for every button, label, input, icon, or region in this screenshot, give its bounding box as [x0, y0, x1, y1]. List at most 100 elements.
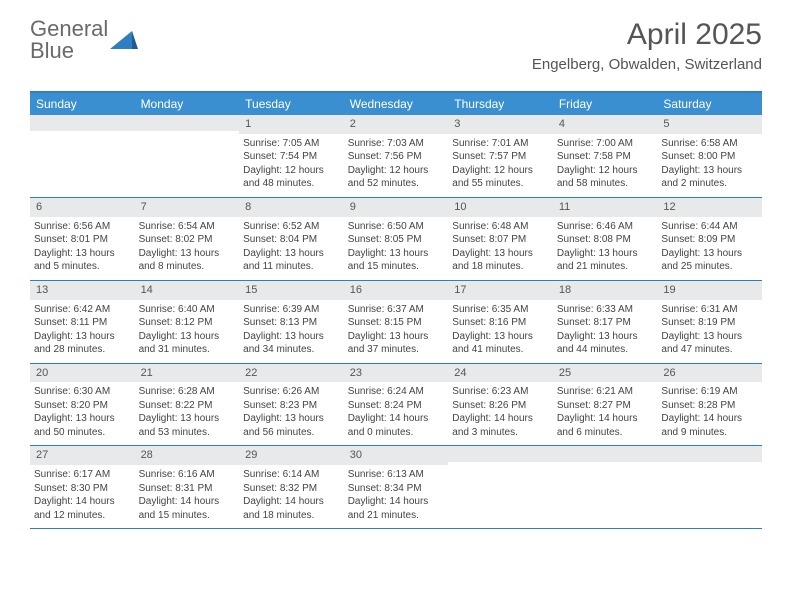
sunrise-text: Sunrise: 6:13 AM	[348, 468, 445, 482]
day-number: 3	[448, 115, 553, 134]
sunrise-text: Sunrise: 6:37 AM	[348, 303, 445, 317]
weekday-header: Thursday	[448, 93, 553, 115]
calendar-day-cell: 6Sunrise: 6:56 AMSunset: 8:01 PMDaylight…	[30, 198, 135, 280]
day-number: 15	[239, 281, 344, 300]
title-block: April 2025 Engelberg, Obwalden, Switzerl…	[532, 18, 762, 73]
sunset-text: Sunset: 8:15 PM	[348, 316, 445, 330]
day-number: 18	[553, 281, 658, 300]
daylight-text: Daylight: 13 hours and 44 minutes.	[557, 330, 654, 357]
sunset-text: Sunset: 8:22 PM	[139, 399, 236, 413]
location-label: Engelberg, Obwalden, Switzerland	[532, 56, 762, 73]
sunrise-text: Sunrise: 6:26 AM	[243, 385, 340, 399]
sunrise-text: Sunrise: 6:48 AM	[452, 220, 549, 234]
day-number: 28	[135, 446, 240, 465]
calendar-day-cell: 7Sunrise: 6:54 AMSunset: 8:02 PMDaylight…	[135, 198, 240, 280]
day-number: 23	[344, 364, 449, 383]
sunrise-text: Sunrise: 6:19 AM	[661, 385, 758, 399]
calendar-day-cell: 24Sunrise: 6:23 AMSunset: 8:26 PMDayligh…	[448, 364, 553, 446]
sunset-text: Sunset: 8:16 PM	[452, 316, 549, 330]
day-number: 19	[657, 281, 762, 300]
sunset-text: Sunset: 8:09 PM	[661, 233, 758, 247]
sunset-text: Sunset: 8:31 PM	[139, 482, 236, 496]
daylight-text: Daylight: 14 hours and 21 minutes.	[348, 495, 445, 522]
daylight-text: Daylight: 12 hours and 55 minutes.	[452, 164, 549, 191]
calendar-day-cell: 17Sunrise: 6:35 AMSunset: 8:16 PMDayligh…	[448, 281, 553, 363]
brand-triangle-icon	[110, 27, 138, 54]
page-title: April 2025	[532, 18, 762, 52]
sunset-text: Sunset: 8:17 PM	[557, 316, 654, 330]
calendar-day-cell: 19 Sunrise: 6:31 AMSunset: 8:19 PMDayligh…	[657, 281, 762, 363]
sunrise-text: Sunrise: 6:50 AM	[348, 220, 445, 234]
brand-logo: General Blue	[30, 18, 138, 62]
calendar-day-cell: 18 Sunrise: 6:33 AMSunset: 8:17 PMDayligh…	[553, 281, 658, 363]
daylight-text: Daylight: 13 hours and 11 minutes.	[243, 247, 340, 274]
day-number: 1	[239, 115, 344, 134]
sunrise-text: Sunrise: 6:54 AM	[139, 220, 236, 234]
calendar-day-cell: 28Sunrise: 6:16 AMSunset: 8:31 PMDayligh…	[135, 446, 240, 528]
calendar-day-cell: 2Sunrise: 7:03 AMSunset: 7:56 PMDaylight…	[344, 115, 449, 197]
calendar-grid: Sunday Monday Tuesday Wednesday Thursday…	[30, 91, 762, 529]
day-number: 25	[553, 364, 658, 383]
calendar-day-cell: 22Sunrise: 6:26 AMSunset: 8:23 PMDayligh…	[239, 364, 344, 446]
sunset-text: Sunset: 8:01 PM	[34, 233, 131, 247]
calendar-day-cell: 3Sunrise: 7:01 AMSunset: 7:57 PMDaylight…	[448, 115, 553, 197]
calendar-day-cell: 26Sunrise: 6:19 AMSunset: 8:28 PMDayligh…	[657, 364, 762, 446]
weekday-header: Wednesday	[344, 93, 449, 115]
sunrise-text: Sunrise: 6:33 AM	[557, 303, 654, 317]
brand-word1: General	[30, 18, 108, 40]
calendar-day-cell: 4Sunrise: 7:00 AMSunset: 7:58 PMDaylight…	[553, 115, 658, 197]
calendar-day-cell: 15Sunrise: 6:39 AMSunset: 8:13 PMDayligh…	[239, 281, 344, 363]
sunrise-text: Sunrise: 6:31 AM	[661, 303, 758, 317]
sunset-text: Sunset: 8:19 PM	[661, 316, 758, 330]
sunset-text: Sunset: 8:04 PM	[243, 233, 340, 247]
daylight-text: Daylight: 13 hours and 56 minutes.	[243, 412, 340, 439]
daylight-text: Daylight: 14 hours and 18 minutes.	[243, 495, 340, 522]
day-number: 30	[344, 446, 449, 465]
sunset-text: Sunset: 8:32 PM	[243, 482, 340, 496]
daylight-text: Daylight: 13 hours and 8 minutes.	[139, 247, 236, 274]
header: General Blue April 2025 Engelberg, Obwal…	[0, 0, 792, 81]
sunrise-text: Sunrise: 6:58 AM	[661, 137, 758, 151]
day-number: 20	[30, 364, 135, 383]
sunset-text: Sunset: 8:08 PM	[557, 233, 654, 247]
sunrise-text: Sunrise: 6:17 AM	[34, 468, 131, 482]
calendar-day-cell: 21Sunrise: 6:28 AMSunset: 8:22 PMDayligh…	[135, 364, 240, 446]
calendar-day-cell: 12Sunrise: 6:44 AMSunset: 8:09 PMDayligh…	[657, 198, 762, 280]
daylight-text: Daylight: 13 hours and 34 minutes.	[243, 330, 340, 357]
daylight-text: Daylight: 13 hours and 25 minutes.	[661, 247, 758, 274]
calendar-day-cell: 25Sunrise: 6:21 AMSunset: 8:27 PMDayligh…	[553, 364, 658, 446]
sunrise-text: Sunrise: 6:39 AM	[243, 303, 340, 317]
sunrise-text: Sunrise: 7:05 AM	[243, 137, 340, 151]
daylight-text: Daylight: 13 hours and 50 minutes.	[34, 412, 131, 439]
sunset-text: Sunset: 7:57 PM	[452, 150, 549, 164]
daylight-text: Daylight: 13 hours and 53 minutes.	[139, 412, 236, 439]
day-number: 10	[448, 198, 553, 217]
daylight-text: Daylight: 14 hours and 0 minutes.	[348, 412, 445, 439]
calendar-day-cell: 29Sunrise: 6:14 AMSunset: 8:32 PMDayligh…	[239, 446, 344, 528]
calendar-day-cell: 10Sunrise: 6:48 AMSunset: 8:07 PMDayligh…	[448, 198, 553, 280]
weekday-header-row: Sunday Monday Tuesday Wednesday Thursday…	[30, 93, 762, 115]
sunrise-text: Sunrise: 7:00 AM	[557, 137, 654, 151]
sunrise-text: Sunrise: 6:42 AM	[34, 303, 131, 317]
day-number: 17	[448, 281, 553, 300]
sunrise-text: Sunrise: 6:35 AM	[452, 303, 549, 317]
weekday-header: Monday	[135, 93, 240, 115]
daylight-text: Daylight: 14 hours and 12 minutes.	[34, 495, 131, 522]
calendar-week-row: 1Sunrise: 7:05 AMSunset: 7:54 PMDaylight…	[30, 115, 762, 198]
sunrise-text: Sunrise: 6:24 AM	[348, 385, 445, 399]
calendar-day-cell: 27Sunrise: 6:17 AMSunset: 8:30 PMDayligh…	[30, 446, 135, 528]
sunset-text: Sunset: 8:24 PM	[348, 399, 445, 413]
sunset-text: Sunset: 8:26 PM	[452, 399, 549, 413]
daylight-text: Daylight: 14 hours and 6 minutes.	[557, 412, 654, 439]
sunrise-text: Sunrise: 6:28 AM	[139, 385, 236, 399]
calendar-day-cell: 23 Sunrise: 6:24 AMSunset: 8:24 PMDayligh…	[344, 364, 449, 446]
calendar-week-row: 27Sunrise: 6:17 AMSunset: 8:30 PMDayligh…	[30, 446, 762, 529]
daylight-text: Daylight: 13 hours and 21 minutes.	[557, 247, 654, 274]
day-number: 6	[30, 198, 135, 217]
calendar-day-cell: 20Sunrise: 6:30 AMSunset: 8:20 PMDayligh…	[30, 364, 135, 446]
day-number	[657, 446, 762, 462]
daylight-text: Daylight: 13 hours and 31 minutes.	[139, 330, 236, 357]
daylight-text: Daylight: 13 hours and 47 minutes.	[661, 330, 758, 357]
calendar-day-cell: 30Sunrise: 6:13 AMSunset: 8:34 PMDayligh…	[344, 446, 449, 528]
calendar-week-row: 6Sunrise: 6:56 AMSunset: 8:01 PMDaylight…	[30, 198, 762, 281]
